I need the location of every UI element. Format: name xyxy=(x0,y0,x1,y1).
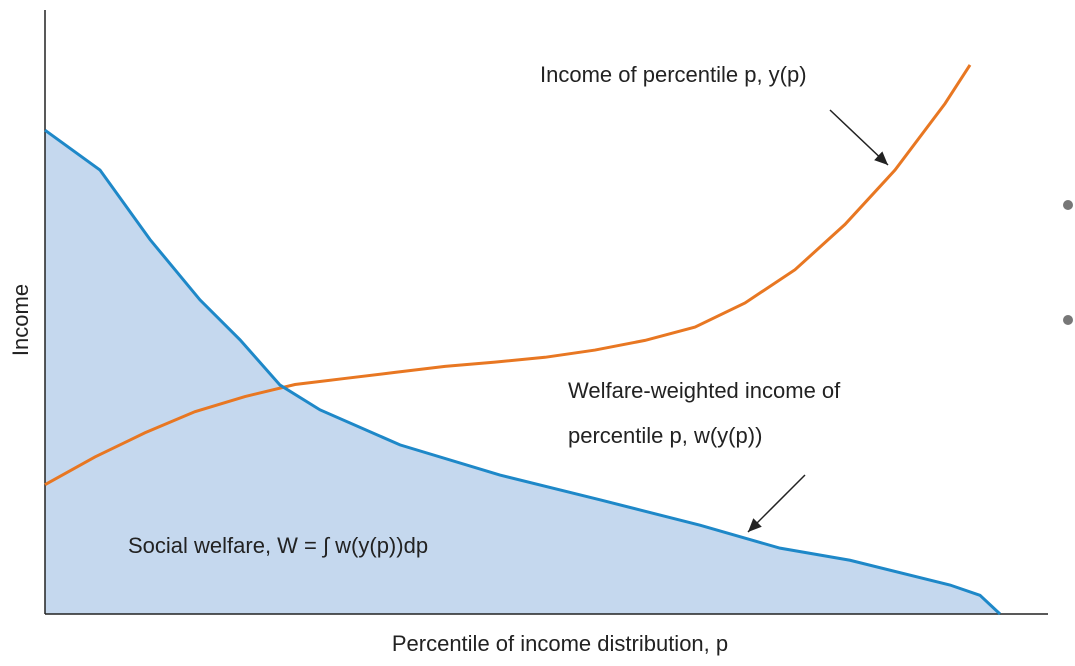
y-axis-label: Income xyxy=(8,284,33,356)
arrow xyxy=(747,474,806,533)
bullet xyxy=(1063,315,1073,325)
bullet xyxy=(1063,200,1073,210)
annotation: Welfare-weighted income of xyxy=(568,378,841,403)
annotation: percentile p, w(y(p)) xyxy=(568,423,762,448)
line xyxy=(44,64,972,487)
series-label: Income of percentile p, y(p) xyxy=(540,62,807,87)
area xyxy=(45,130,1000,615)
line xyxy=(44,128,1002,616)
x-axis-label: Percentile of income distribution, p xyxy=(392,631,728,656)
arrow xyxy=(829,109,889,166)
annotation: Social welfare, W = ∫ w(y(p))dp xyxy=(128,533,428,558)
